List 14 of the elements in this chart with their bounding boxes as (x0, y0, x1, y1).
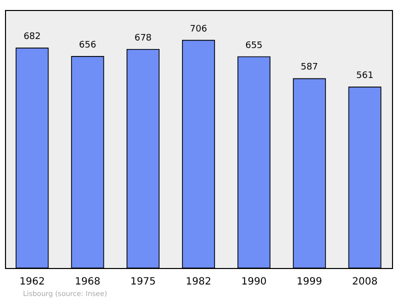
x-tick-label: 1982 (186, 276, 212, 288)
x-tick-label: 1962 (19, 276, 45, 288)
x-tick-label: 1975 (130, 276, 156, 288)
data-label: 682 (24, 32, 41, 42)
data-label: 656 (79, 40, 96, 50)
x-tick-label: 1990 (241, 276, 267, 288)
data-label: 655 (245, 40, 263, 51)
data-label: 561 (356, 71, 374, 82)
data-label: 678 (134, 33, 152, 44)
data-label: 706 (190, 24, 208, 34)
x-tick-label: 1968 (74, 276, 100, 288)
data-label: 587 (300, 62, 318, 73)
x-tick-label: 1999 (296, 276, 322, 288)
x-tick-label: 2008 (352, 276, 378, 288)
